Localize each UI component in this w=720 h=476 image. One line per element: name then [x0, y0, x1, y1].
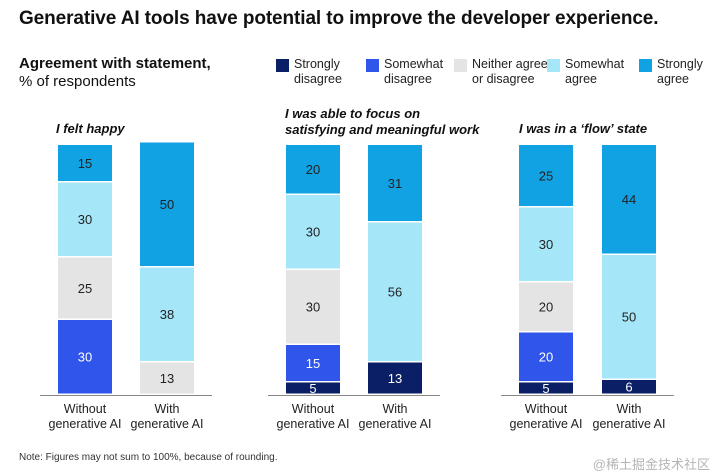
data-label-neither: 13 — [160, 371, 174, 386]
bar-segment-neither — [519, 282, 573, 331]
data-label-strongly-disagree: 6 — [625, 380, 632, 395]
chart-title: Generative AI tools have potential to im… — [19, 8, 659, 29]
bar-segment-somewhat-agree — [602, 255, 656, 379]
bar-segment-strongly-agree — [602, 145, 656, 254]
data-label-strongly-disagree: 5 — [309, 381, 316, 396]
data-label-neither: 30 — [306, 300, 320, 315]
data-label-strongly-agree: 44 — [622, 192, 636, 207]
legend-label-strongly-agree: Strongly agree — [657, 57, 703, 86]
bar-segment-strongly-agree — [519, 145, 573, 206]
bar-segment-neither — [140, 362, 194, 394]
data-label-neither: 20 — [539, 300, 553, 315]
panel-title-1: I felt happy — [56, 121, 125, 136]
data-label-somewhat-disagree: 30 — [78, 350, 92, 365]
data-label-somewhat-agree: 30 — [539, 237, 553, 252]
data-label-somewhat-agree: 50 — [622, 310, 636, 325]
legend-swatch-somewhat-disagree — [366, 59, 379, 72]
data-label-strongly-agree: 31 — [388, 176, 402, 191]
data-label-strongly-agree: 50 — [160, 197, 174, 212]
data-label-somewhat-disagree: 15 — [306, 356, 320, 371]
bar-segment-somewhat-disagree — [58, 320, 112, 394]
bar-segment-strongly-disagree — [368, 362, 422, 394]
legend-label-strongly-disagree: Strongly disagree — [294, 57, 342, 86]
legend: Strongly disagree Somewhat disagree Neit… — [276, 57, 716, 91]
bar-segment-strongly-disagree — [602, 380, 656, 394]
legend-label-somewhat-disagree: Somewhat disagree — [384, 57, 444, 86]
legend-label-somewhat-agree: Somewhat agree — [565, 57, 625, 86]
bar-segment-somewhat-agree — [58, 182, 112, 256]
category-label: Without generative AI — [277, 402, 350, 431]
category-label: With generative AI — [131, 402, 204, 431]
data-label-strongly-agree: 15 — [78, 156, 92, 171]
legend-item-strongly-disagree: Strongly disagree — [276, 57, 374, 87]
panel-title-3: I was in a ‘flow’ state — [519, 121, 647, 136]
legend-swatch-strongly-disagree — [276, 59, 289, 72]
category-label: Without generative AI — [49, 402, 122, 431]
data-label-neither: 25 — [78, 281, 92, 296]
data-label-strongly-agree: 20 — [306, 162, 320, 177]
panel-title-2: I was able to focus on satisfying and mea… — [285, 106, 480, 137]
legend-item-somewhat-disagree: Somewhat disagree — [366, 57, 464, 87]
data-label-somewhat-agree: 30 — [306, 225, 320, 240]
legend-swatch-neither — [454, 59, 467, 72]
bar-segment-strongly-agree — [58, 145, 112, 181]
data-label-strongly-disagree: 13 — [388, 371, 402, 386]
legend-item-neither: Neither agree or disagree — [454, 57, 552, 87]
bar-segment-strongly-agree — [140, 142, 194, 266]
category-label: With generative AI — [593, 402, 666, 431]
bar-segment-strongly-disagree — [519, 382, 573, 394]
subtitle-bold: Agreement with statement, — [19, 55, 211, 72]
bar-segment-somewhat-disagree — [519, 332, 573, 381]
data-label-somewhat-agree: 30 — [78, 212, 92, 227]
footnote: Note: Figures may not sum to 100%, becau… — [19, 452, 278, 463]
category-label: Without generative AI — [510, 402, 583, 431]
bar-segment-strongly-disagree — [286, 382, 340, 394]
bar-segment-neither — [58, 257, 112, 319]
category-label: With generative AI — [359, 402, 432, 431]
watermark: @稀土掘金技术社区 — [592, 457, 710, 472]
data-label-somewhat-disagree: 20 — [539, 350, 553, 365]
bar-segment-neither — [286, 270, 340, 344]
legend-item-somewhat-agree: Somewhat agree — [547, 57, 645, 87]
data-label-somewhat-agree: 56 — [388, 285, 402, 300]
bar-segment-strongly-agree — [286, 145, 340, 194]
legend-swatch-strongly-agree — [639, 59, 652, 72]
legend-swatch-somewhat-agree — [547, 59, 560, 72]
data-label-somewhat-agree: 38 — [160, 307, 174, 322]
legend-label-neither: Neither agree or disagree — [472, 57, 548, 86]
bar-segment-somewhat-agree — [368, 222, 422, 361]
bar-segment-somewhat-agree — [519, 207, 573, 281]
subtitle-unit: % of respondents — [19, 73, 136, 90]
bar-segment-somewhat-disagree — [286, 345, 340, 381]
legend-item-strongly-agree: Strongly agree — [639, 57, 720, 87]
chart-subtitle: Agreement with statement, % of responden… — [19, 55, 211, 91]
bar-segment-somewhat-agree — [140, 267, 194, 361]
data-label-strongly-agree: 25 — [539, 168, 553, 183]
bar-segment-somewhat-agree — [286, 195, 340, 269]
data-label-strongly-disagree: 5 — [542, 381, 549, 396]
bar-segment-strongly-agree — [368, 145, 422, 221]
